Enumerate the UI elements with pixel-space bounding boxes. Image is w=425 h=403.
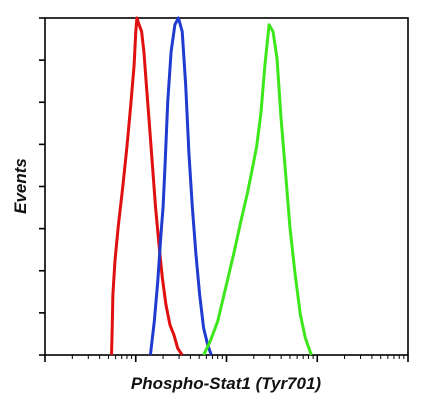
axis-ticks xyxy=(39,17,409,362)
series-line-3 xyxy=(202,23,313,356)
series-lines xyxy=(110,16,313,356)
series-line-1 xyxy=(110,16,184,356)
y-axis-title: Events xyxy=(11,158,30,214)
plot-frame xyxy=(44,17,409,356)
x-axis-title: Phospho-Stat1 (Tyr701) xyxy=(131,374,322,393)
series-line-2 xyxy=(148,16,213,356)
